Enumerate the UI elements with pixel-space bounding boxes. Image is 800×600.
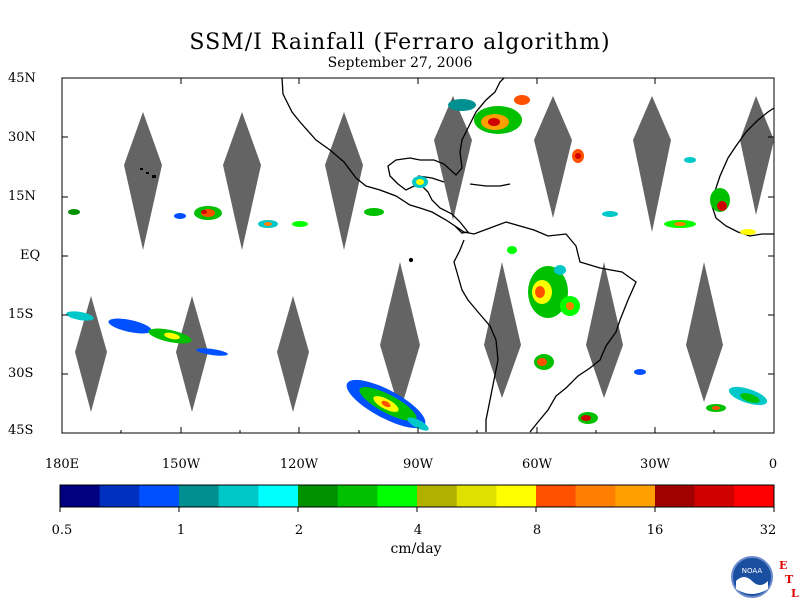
map-title: SSM/I Rainfall (Ferraro algorithm) xyxy=(189,30,611,55)
colorbar-swatch xyxy=(218,485,259,507)
colorbar-swatch xyxy=(417,485,457,507)
rainfall-patches xyxy=(66,95,768,431)
colorbar-label-16: 16 xyxy=(646,523,664,538)
etl-letter-t: T xyxy=(785,573,794,586)
colorbar-swatch xyxy=(615,485,656,507)
colorbar-swatch xyxy=(377,485,418,507)
lat-label-15n: 15N xyxy=(8,189,36,204)
colorbar-swatch xyxy=(694,485,735,507)
colorbar-swatch xyxy=(179,485,219,507)
lon-label-90w: 90W xyxy=(403,457,433,472)
colorbar-swatch xyxy=(456,485,497,507)
colorbar-swatch xyxy=(496,485,537,507)
colorbar-label-1: 1 xyxy=(176,523,186,538)
lon-label-180e: 180E xyxy=(44,457,80,472)
etl-letter-l: L xyxy=(791,587,799,600)
lon-label-150w: 150W xyxy=(161,457,201,472)
noaa-logo-text: NOAA xyxy=(742,567,763,575)
pacific-islands xyxy=(140,168,156,178)
map-ticks xyxy=(62,78,774,433)
colorbar-swatch xyxy=(734,485,775,507)
colorbar-label-0-5: 0.5 xyxy=(51,523,73,538)
colorbar-label-4: 4 xyxy=(413,523,423,538)
colorbar-label-2: 2 xyxy=(294,523,304,538)
lon-label-60w: 60W xyxy=(522,457,552,472)
north-america-coast xyxy=(281,77,505,234)
colorbar-units: cm/day xyxy=(390,541,442,557)
colorbar-swatch xyxy=(655,485,695,507)
colorbar xyxy=(59,484,775,512)
south-america-coast xyxy=(453,221,637,433)
lat-label-45n: 45N xyxy=(8,71,36,86)
lon-label-120w: 120W xyxy=(279,457,319,472)
noaa-logo: NOAA E T L xyxy=(731,556,799,600)
colorbar-swatch xyxy=(337,485,378,507)
colorbar-swatch xyxy=(536,485,576,507)
lat-label-45s: 45S xyxy=(8,423,34,438)
map-subtitle: September 27, 2006 xyxy=(327,55,473,71)
colorbar-swatch xyxy=(258,485,299,507)
colorbar-swatch xyxy=(99,485,140,507)
colorbar-label-32: 32 xyxy=(759,523,777,538)
colorbar-swatch xyxy=(575,485,616,507)
lon-label-30w: 30W xyxy=(640,457,670,472)
etl-letter-e: E xyxy=(779,559,787,572)
lat-label-eq: EQ xyxy=(20,248,41,263)
swath-gaps xyxy=(75,96,774,412)
lat-label-15s: 15S xyxy=(8,307,34,322)
colorbar-swatch xyxy=(298,485,338,507)
lat-label-30s: 30S xyxy=(8,366,34,381)
colorbar-swatch xyxy=(139,485,180,507)
colorbar-swatch xyxy=(60,485,100,507)
lon-label-0: 0 xyxy=(768,457,778,472)
lat-label-30n: 30N xyxy=(8,130,36,145)
colorbar-label-8: 8 xyxy=(532,523,542,538)
